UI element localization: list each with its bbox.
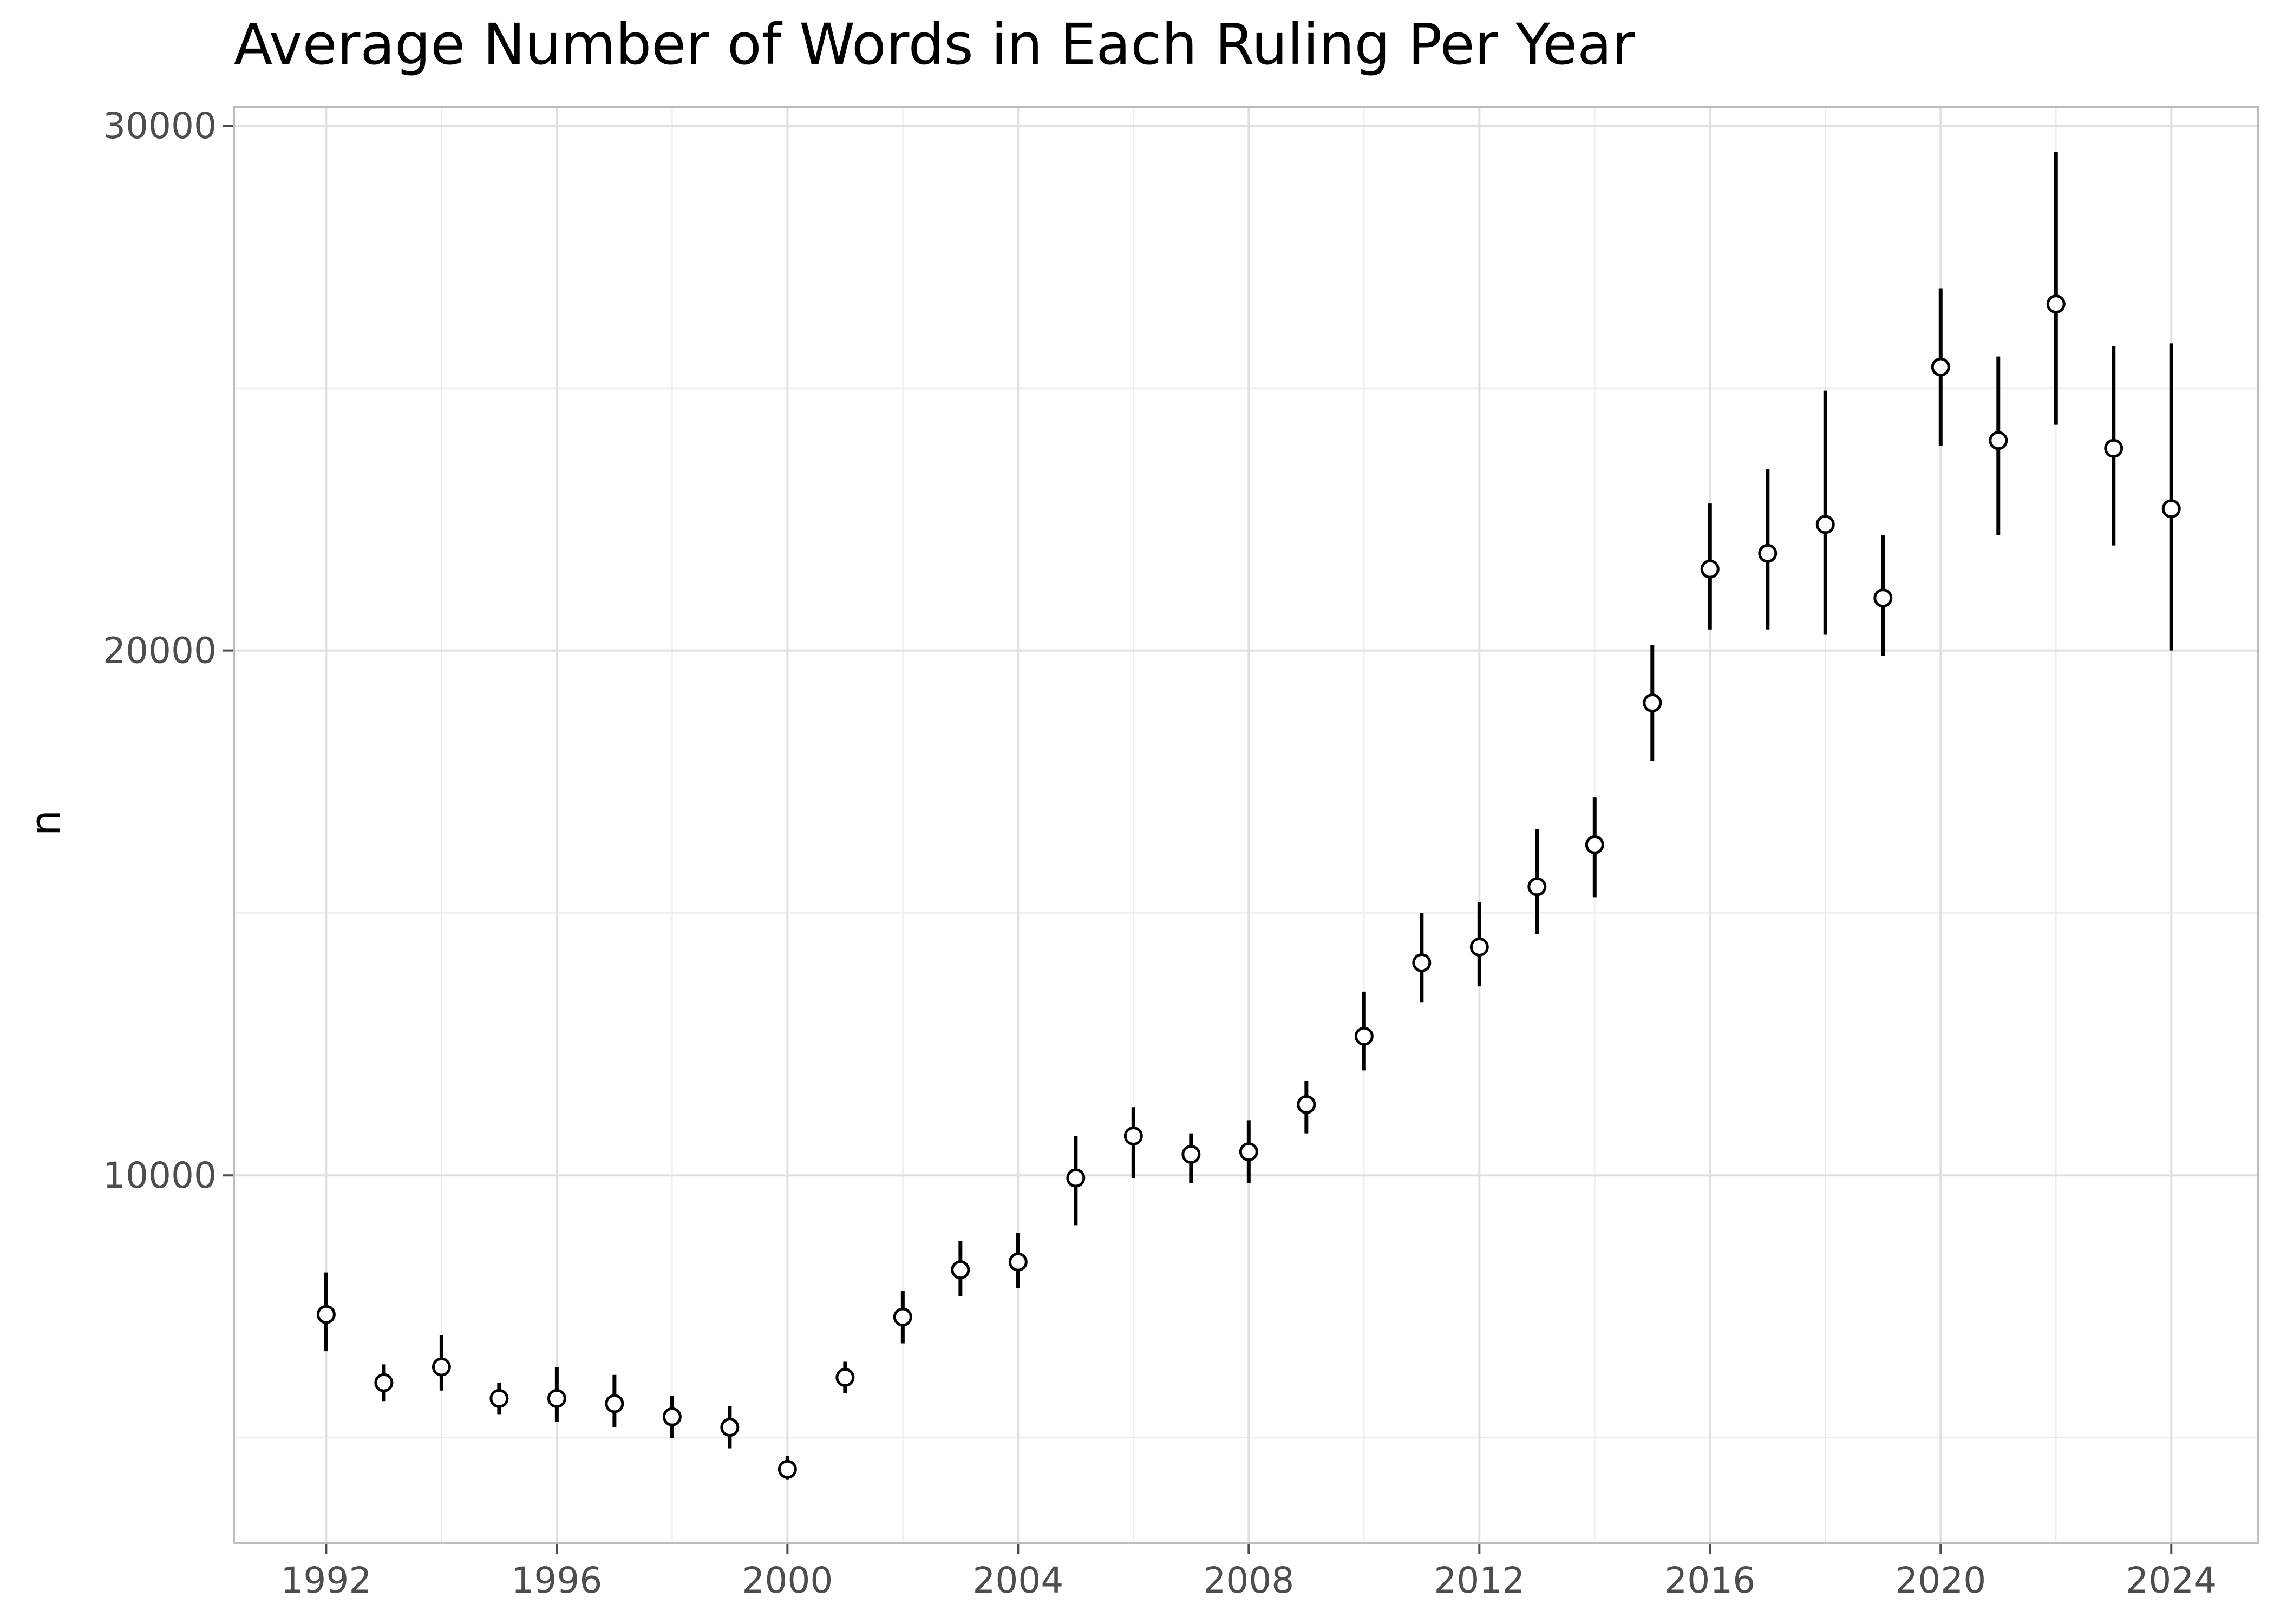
data-point (951, 1260, 970, 1280)
data-point (547, 1389, 566, 1408)
x-tick-label: 2020 (1895, 1560, 1986, 1601)
axis-layer: 1992 1996 2000 2004 2008 2012 2016 2020 2024 1000… (103, 105, 2217, 1601)
mark-layer (316, 152, 2181, 1480)
data-point (1066, 1168, 1086, 1188)
data-point (1181, 1144, 1201, 1164)
y-tick-label: 10000 (103, 1155, 217, 1196)
data-point (893, 1307, 912, 1327)
data-point (432, 1357, 451, 1377)
data-point (316, 1305, 336, 1324)
x-tick-label: 2024 (2126, 1560, 2217, 1601)
data-point (1758, 543, 1778, 563)
x-tick-label: 2008 (1203, 1560, 1294, 1601)
data-point (605, 1394, 624, 1413)
x-tick-label: 2000 (742, 1560, 833, 1601)
data-point (1469, 937, 1489, 957)
panel-border (233, 106, 2259, 1544)
data-point (374, 1373, 394, 1392)
data-point (835, 1368, 855, 1387)
data-point (489, 1389, 509, 1408)
data-point (1354, 1026, 1374, 1046)
data-point (1643, 693, 1662, 713)
x-tick-label: 1996 (511, 1560, 602, 1601)
data-point (1815, 515, 1835, 534)
data-point (1873, 588, 1893, 608)
data-point (1008, 1252, 1028, 1272)
data-point (662, 1407, 682, 1426)
data-point (1700, 559, 1720, 579)
y-tick-label: 30000 (103, 105, 217, 147)
data-point (1989, 431, 2008, 450)
x-tick-label: 1992 (280, 1560, 371, 1601)
data-point (1412, 953, 1432, 973)
x-tick-label: 2004 (972, 1560, 1063, 1601)
data-point (1527, 877, 1547, 896)
data-point (1297, 1095, 1316, 1114)
data-point (1239, 1142, 1258, 1162)
data-point (2161, 499, 2181, 519)
chart-title: Average Number of Words in Each Ruling P… (234, 11, 1635, 77)
data-point (1123, 1127, 1143, 1146)
data-point (2046, 294, 2066, 314)
data-point (777, 1459, 797, 1479)
x-tick-label: 2012 (1434, 1560, 1525, 1601)
x-tick-label: 2016 (1664, 1560, 1755, 1601)
y-axis-title: n (21, 810, 69, 836)
data-point (2104, 438, 2123, 458)
grid-layer (234, 107, 2258, 1543)
data-point (720, 1418, 740, 1437)
data-point (1931, 357, 1950, 377)
data-point (1585, 835, 1604, 854)
y-tick-label: 20000 (103, 630, 217, 672)
